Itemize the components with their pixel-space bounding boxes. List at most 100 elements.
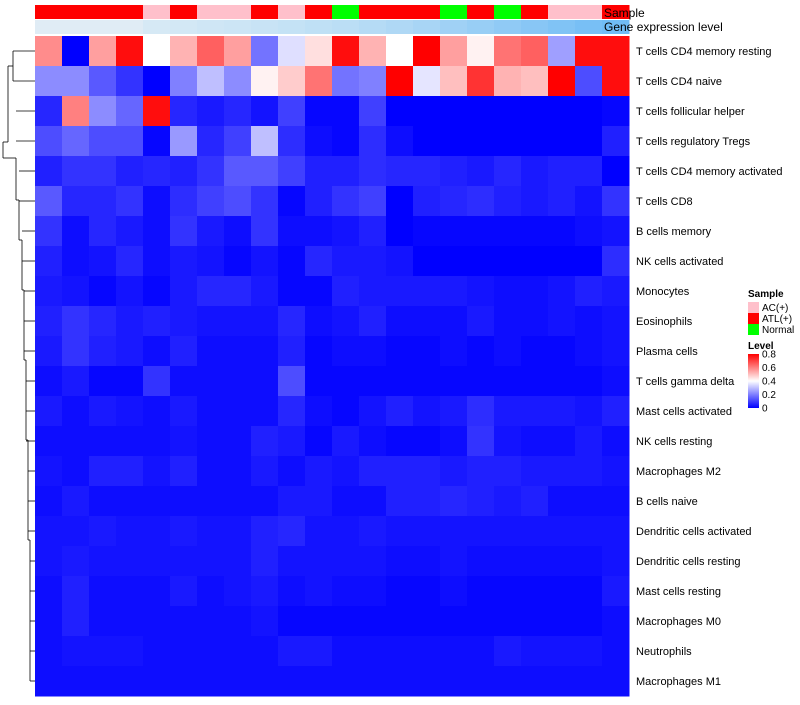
heatmap-cell: [413, 306, 441, 337]
heatmap-cell: [62, 366, 90, 397]
heatmap-cell: [359, 516, 387, 547]
heatmap-cell: [89, 96, 117, 127]
heatmap-cell: [89, 516, 117, 547]
heatmap-cell: [89, 366, 117, 397]
heatmap-cell: [332, 96, 360, 127]
heatmap-cell: [35, 426, 63, 457]
heatmap-cell: [413, 336, 441, 367]
heatmap-cell: [116, 186, 144, 217]
heatmap-cell: [224, 426, 252, 457]
heatmap-cell: [305, 336, 333, 367]
heatmap-cell: [440, 36, 468, 67]
heatmap-cell: [251, 486, 279, 517]
heatmap-cell: [278, 306, 306, 337]
column-annotations: [35, 5, 630, 34]
heatmap-cell: [89, 396, 117, 427]
heatmap-cell: [575, 366, 603, 397]
heatmap-cell: [143, 216, 171, 247]
heatmap-cell: [305, 516, 333, 547]
heatmap-cell: [278, 606, 306, 637]
row-label: Mast cells resting: [636, 586, 721, 598]
heatmap-cell: [359, 306, 387, 337]
heatmap-cell: [467, 246, 495, 277]
heatmap-cell: [467, 606, 495, 637]
expression-annotation-cell: [251, 20, 279, 34]
heatmap-cell: [305, 186, 333, 217]
heatmap-cell: [116, 156, 144, 187]
heatmap-cell: [251, 636, 279, 667]
heatmap-cell: [413, 156, 441, 187]
heatmap-cell: [89, 186, 117, 217]
heatmap-cell: [413, 666, 441, 697]
heatmap-cell: [548, 516, 576, 547]
heatmap-cell: [116, 306, 144, 337]
expression-annotation-cell: [35, 20, 63, 34]
heatmap-cell: [440, 216, 468, 247]
heatmap-cell: [575, 306, 603, 337]
heatmap-cell: [170, 576, 198, 607]
heatmap-cell: [89, 126, 117, 157]
heatmap-cell: [62, 156, 90, 187]
row-label: Eosinophils: [636, 316, 693, 328]
heatmap-cell: [116, 246, 144, 277]
sample-legend-title: Sample: [748, 289, 784, 300]
heatmap-cell: [143, 336, 171, 367]
heatmap-cell: [62, 486, 90, 517]
heatmap-cell: [440, 336, 468, 367]
heatmap-cell: [602, 396, 630, 427]
heatmap-cell: [467, 276, 495, 307]
heatmap-cell: [278, 486, 306, 517]
heatmap-cell: [116, 576, 144, 607]
heatmap-cell: [251, 546, 279, 577]
heatmap-cell: [386, 216, 414, 247]
expression-annotation-cell: [197, 20, 225, 34]
heatmap-cell: [440, 426, 468, 457]
heatmap-cell: [548, 276, 576, 307]
heatmap-cell: [89, 246, 117, 277]
heatmap-cell: [494, 36, 522, 67]
heatmap-cell: [440, 516, 468, 547]
heatmap-cell: [170, 546, 198, 577]
heatmap-cell: [278, 426, 306, 457]
legend-label-normal: Normal: [762, 325, 794, 336]
heatmap-cell: [386, 186, 414, 217]
heatmap-cell: [386, 156, 414, 187]
sample-annotation-cell: [143, 5, 171, 19]
heatmap-cell: [197, 516, 225, 547]
heatmap-cell: [305, 216, 333, 247]
heatmap-cell: [440, 186, 468, 217]
heatmap-cell: [170, 66, 198, 97]
heatmap-cell: [575, 636, 603, 667]
heatmap-cell: [116, 516, 144, 547]
heatmap-cell: [494, 216, 522, 247]
heatmap-cell: [359, 156, 387, 187]
heatmap-cell: [305, 306, 333, 337]
heatmap-cell: [467, 456, 495, 487]
heatmap-cell: [170, 486, 198, 517]
heatmap-cell: [494, 126, 522, 157]
heatmap-cell: [413, 516, 441, 547]
heatmap-cell: [251, 516, 279, 547]
heatmap-cell: [494, 606, 522, 637]
heatmap-cell: [332, 336, 360, 367]
heatmap-cell: [359, 276, 387, 307]
heatmap-cell: [440, 456, 468, 487]
heatmap-cell: [305, 96, 333, 127]
level-tick-label: 0.6: [762, 363, 776, 374]
level-tick-label: 0.4: [762, 377, 776, 388]
heatmap-cell: [440, 126, 468, 157]
heatmap-cell: [575, 456, 603, 487]
heatmap-cell: [305, 156, 333, 187]
heatmap-cell: [602, 576, 630, 607]
heatmap-cell: [278, 666, 306, 697]
heatmap-cell: [332, 426, 360, 457]
heatmap-cell: [602, 66, 630, 97]
heatmap-cell: [467, 576, 495, 607]
heatmap-cell: [278, 456, 306, 487]
heatmap-cell: [521, 216, 549, 247]
heatmap-cell: [35, 516, 63, 547]
row-label: Neutrophils: [636, 646, 692, 658]
heatmap-cell: [494, 276, 522, 307]
heatmap-cell: [413, 36, 441, 67]
